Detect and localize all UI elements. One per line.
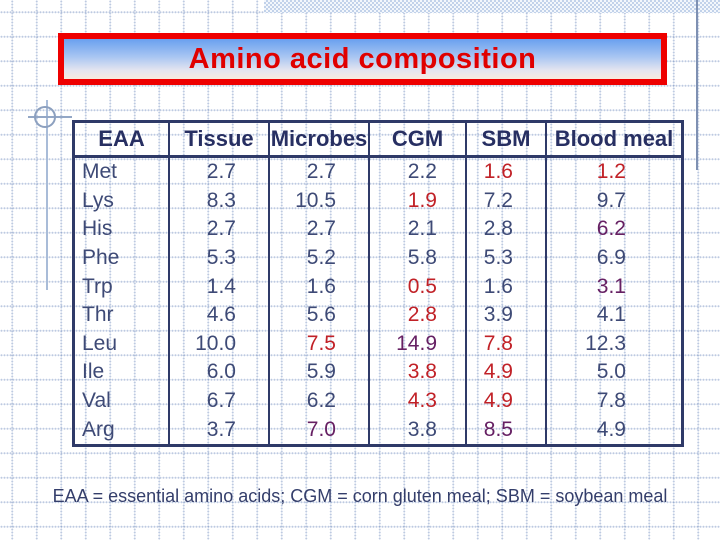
amino-acid-table: EAA Tissue Microbes CGM SBM Blood meal Met 2.7 2… bbox=[72, 120, 684, 447]
table-row: Ile 6.0 5.9 3.8 4.9 5.0 bbox=[75, 358, 681, 387]
value-cell: 5.6 bbox=[270, 300, 370, 330]
value-cell: 4.6 bbox=[170, 300, 270, 330]
value-cell: 6.2 bbox=[596, 217, 626, 241]
slide-title-box: Amino acid composition bbox=[58, 33, 667, 85]
top-hatch-band bbox=[264, 0, 720, 13]
value-cell: 10.5 bbox=[270, 186, 370, 216]
value-cell: 9.7 bbox=[596, 188, 626, 212]
table-row: Arg 3.7 7.0 3.8 8.5 4.9 bbox=[75, 415, 681, 444]
column-header: SBM bbox=[467, 123, 547, 155]
value-cell: 6.2 bbox=[270, 386, 370, 416]
column-header: Microbes bbox=[270, 123, 370, 155]
value-cell: 1.6 bbox=[270, 272, 370, 301]
value-cell: 6.9 bbox=[596, 246, 626, 270]
value-cell: 5.3 bbox=[170, 243, 270, 273]
value-cell: 4.1 bbox=[596, 303, 626, 327]
value-cell: 12.3 bbox=[585, 331, 626, 355]
table-header-row: EAA Tissue Microbes CGM SBM Blood meal bbox=[75, 123, 681, 158]
value-cell: 7.8 bbox=[596, 389, 626, 413]
value-cell: 3.1 bbox=[596, 274, 626, 298]
value-cell: 2.7 bbox=[170, 158, 270, 187]
value-cell: 7.0 bbox=[270, 415, 370, 444]
eaa-label: Met bbox=[75, 158, 170, 187]
value-cell: 3.9 bbox=[467, 300, 547, 330]
table-row: His 2.7 2.7 2.1 2.8 6.2 bbox=[75, 215, 681, 244]
value-cell: 4.9 bbox=[467, 386, 547, 416]
value-cell: 7.8 bbox=[467, 329, 547, 359]
value-cell: 8.5 bbox=[467, 415, 547, 444]
column-header: Blood meal bbox=[554, 126, 674, 151]
value-cell: 2.7 bbox=[270, 158, 370, 187]
value-cell: 1.2 bbox=[596, 160, 626, 184]
column-header: CGM bbox=[370, 123, 467, 155]
eaa-label: Phe bbox=[75, 243, 170, 273]
table-row: Thr 4.6 5.6 2.8 3.9 4.1 bbox=[75, 300, 681, 330]
eaa-label: His bbox=[75, 215, 170, 244]
value-cell: 5.2 bbox=[270, 243, 370, 273]
value-cell: 5.0 bbox=[596, 360, 626, 384]
slide-title: Amino acid composition bbox=[188, 42, 537, 75]
table-row: Leu 10.0 7.5 14.9 7.8 12.3 bbox=[75, 329, 681, 359]
table-row: Trp 1.4 1.6 0.5 1.6 3.1 bbox=[75, 272, 681, 301]
value-cell: 7.5 bbox=[270, 329, 370, 359]
value-cell: 1.6 bbox=[467, 272, 547, 301]
compass-vertical-line bbox=[46, 100, 48, 290]
eaa-label: Thr bbox=[75, 300, 170, 330]
eaa-label: Ile bbox=[75, 358, 170, 387]
table-row: Val 6.7 6.2 4.3 4.9 7.8 bbox=[75, 386, 681, 416]
value-cell: 2.7 bbox=[170, 215, 270, 244]
value-cell: 3.8 bbox=[370, 415, 467, 444]
value-cell: 14.9 bbox=[370, 329, 467, 359]
eaa-label: Val bbox=[75, 386, 170, 416]
value-cell: 2.7 bbox=[270, 215, 370, 244]
eaa-label: Leu bbox=[75, 329, 170, 359]
table-row: Met 2.7 2.7 2.2 1.6 1.2 bbox=[75, 158, 681, 187]
value-cell: 6.7 bbox=[170, 386, 270, 416]
eaa-label: Arg bbox=[75, 415, 170, 444]
value-cell: 1.6 bbox=[467, 158, 547, 187]
value-cell: 2.1 bbox=[370, 215, 467, 244]
value-cell: 2.8 bbox=[467, 215, 547, 244]
column-header: EAA bbox=[75, 123, 170, 155]
value-cell: 1.4 bbox=[170, 272, 270, 301]
compass-circle-icon bbox=[34, 106, 56, 128]
column-header: Tissue bbox=[170, 123, 270, 155]
value-cell: 10.0 bbox=[170, 329, 270, 359]
value-cell: 5.9 bbox=[270, 358, 370, 387]
value-cell: 4.9 bbox=[596, 417, 626, 441]
value-cell: 5.3 bbox=[467, 243, 547, 273]
value-cell: 4.9 bbox=[467, 358, 547, 387]
footnote: EAA = essential amino acids; CGM = corn … bbox=[52, 486, 668, 506]
table-row: Lys 8.3 10.5 1.9 7.2 9.7 bbox=[75, 186, 681, 216]
value-cell: 3.8 bbox=[370, 358, 467, 387]
right-accent-line bbox=[696, 0, 698, 170]
table-row: Phe 5.3 5.2 5.8 5.3 6.9 bbox=[75, 243, 681, 273]
eaa-label: Lys bbox=[75, 186, 170, 216]
value-cell: 8.3 bbox=[170, 186, 270, 216]
value-cell: 2.8 bbox=[370, 300, 467, 330]
value-cell: 1.9 bbox=[370, 186, 467, 216]
value-cell: 5.8 bbox=[370, 243, 467, 273]
eaa-label: Trp bbox=[75, 272, 170, 301]
value-cell: 7.2 bbox=[467, 186, 547, 216]
value-cell: 6.0 bbox=[170, 358, 270, 387]
value-cell: 2.2 bbox=[370, 158, 467, 187]
value-cell: 3.7 bbox=[170, 415, 270, 444]
value-cell: 0.5 bbox=[370, 272, 467, 301]
value-cell: 4.3 bbox=[370, 386, 467, 416]
